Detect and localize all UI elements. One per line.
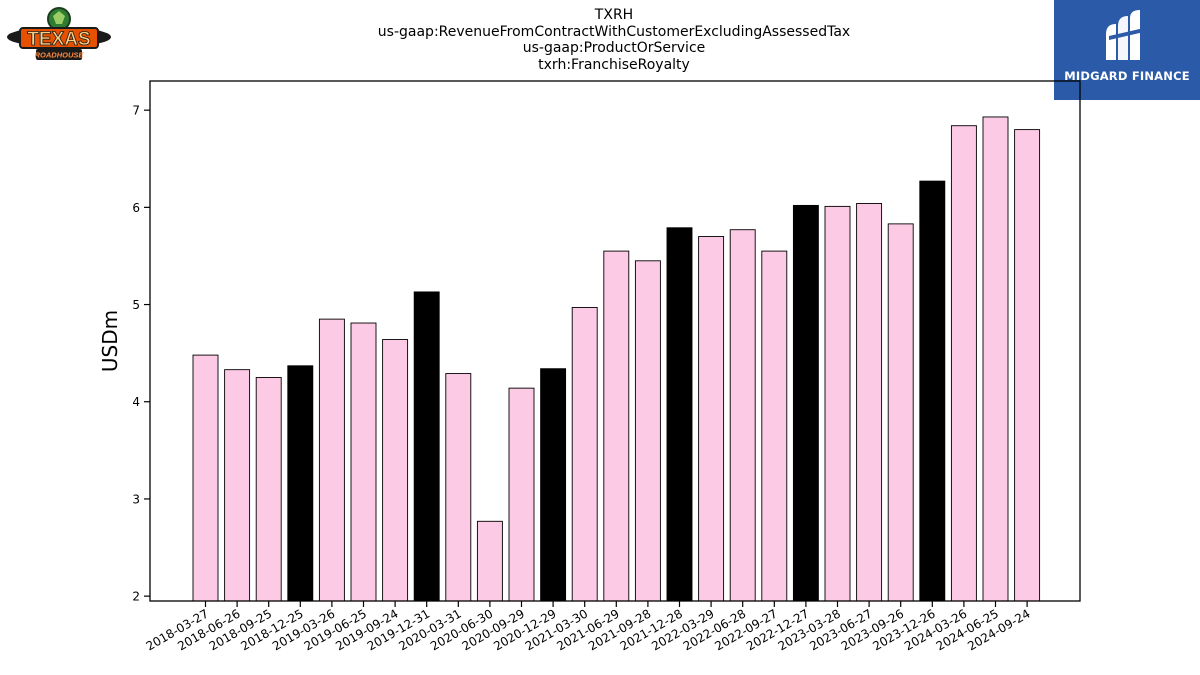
bar-2020-12-29 [540, 368, 567, 602]
bar-2022-03-29 [698, 236, 725, 602]
bar-2023-09-26 [887, 223, 914, 602]
y-axis: 2 3 4 5 6 7 [132, 104, 150, 604]
y-tick-label: 4 [132, 395, 140, 409]
bar-2023-12-26 [919, 180, 946, 602]
bar-2020-09-29 [508, 387, 535, 602]
y-tick-label: 5 [132, 298, 140, 312]
title-line-ticker: TXRH [594, 7, 634, 23]
bar-2023-03-28 [824, 205, 851, 602]
bar-2022-09-27 [761, 250, 788, 602]
midgard-finance-logo: MIDGARD FINANCE [1054, 0, 1200, 100]
title-line-concept: us-gaap:RevenueFromContractWithCustomerE… [377, 24, 851, 40]
bar-2019-12-31 [413, 291, 440, 602]
title-line-member: txrh:FranchiseRoyalty [538, 57, 690, 73]
bar-2021-03-30 [571, 307, 598, 602]
y-tick-label: 2 [132, 590, 140, 604]
bar-2018-03-27 [192, 354, 219, 602]
plot-frame [149, 80, 1081, 602]
y-tick-label: 3 [132, 492, 140, 506]
texas-roadhouse-logo: TEXAS ROADHOUSE [6, 6, 112, 64]
bar-2020-06-30 [476, 520, 503, 602]
bar-2024-06-25 [982, 116, 1009, 602]
logo-left-subword: ROADHOUSE [35, 51, 85, 60]
logo-right-brand: MIDGARD FINANCE [1064, 69, 1190, 83]
bar-2024-03-26 [950, 125, 977, 602]
bar-2022-06-28 [729, 229, 756, 602]
title-line-axis: us-gaap:ProductOrService [522, 40, 706, 56]
bar-2019-06-25 [350, 322, 377, 602]
bar-2018-12-25 [287, 365, 314, 602]
bar-2021-09-28 [634, 260, 661, 602]
logo-left-word: TEXAS [27, 29, 90, 50]
bar-2018-09-25 [255, 377, 282, 602]
y-tick-label: 6 [132, 201, 140, 215]
bar-2023-06-27 [856, 203, 883, 602]
bar-2018-06-26 [224, 369, 251, 602]
bar-2021-12-28 [666, 227, 693, 602]
x-axis: 2018-03-272018-06-262018-09-252018-12-25… [144, 601, 1033, 653]
bar-2022-12-27 [792, 204, 819, 602]
bar-2024-09-24 [1014, 129, 1041, 602]
bar-2019-03-26 [318, 318, 345, 602]
bar-2021-06-29 [603, 250, 630, 602]
y-axis-label: USDm [98, 310, 122, 372]
bar-2020-03-31 [445, 373, 472, 602]
bars-group [192, 116, 1041, 602]
bar-2019-09-24 [382, 339, 409, 602]
y-tick-label: 7 [132, 104, 140, 118]
